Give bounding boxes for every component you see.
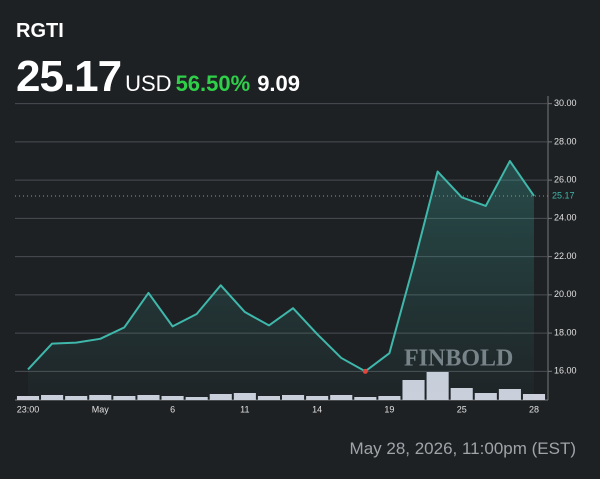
timestamp: May 28, 2026, 11:00pm (EST) — [349, 439, 576, 458]
x-tick-label: 11 — [240, 404, 249, 414]
x-tick-label: May — [92, 404, 110, 414]
area-fill — [28, 161, 534, 400]
low-marker — [362, 368, 368, 374]
ticker: RGTI — [16, 20, 64, 42]
y-tick-label: 22.00 — [554, 251, 577, 261]
change: 9.09 — [257, 71, 301, 96]
y-tick-label: 30.00 — [554, 98, 577, 108]
x-tick-label: 19 — [384, 404, 394, 414]
y-tick-label: 28.00 — [554, 136, 577, 146]
y-tick-label: 26.00 — [554, 175, 577, 185]
change-percent: 56.50% — [175, 71, 251, 96]
x-tick-label: 28 — [529, 404, 539, 414]
last-price-box — [549, 188, 577, 203]
y-tick-label: 16.00 — [554, 366, 577, 376]
x-tick-label: 23:00 — [17, 404, 40, 414]
quote: 25.17 USD 56.50% 9.09 — [16, 52, 300, 102]
x-tick-label: 6 — [170, 404, 175, 414]
x-tick-label: 25 — [457, 404, 467, 414]
price-line — [27, 160, 535, 373]
x-tick-label: 14 — [312, 404, 322, 414]
currency: USD — [125, 71, 172, 96]
price: 25.17 — [16, 52, 122, 101]
y-tick-label: 24.00 — [554, 213, 577, 223]
y-tick-label: 20.00 — [554, 289, 577, 299]
y-tick-label: 18.00 — [554, 327, 577, 337]
chart: 16.00 18.00 20.00 22.00 24.00 26.00 28.00 30.00… — [15, 96, 577, 414]
last-price-label: 25.17 — [552, 190, 575, 200]
